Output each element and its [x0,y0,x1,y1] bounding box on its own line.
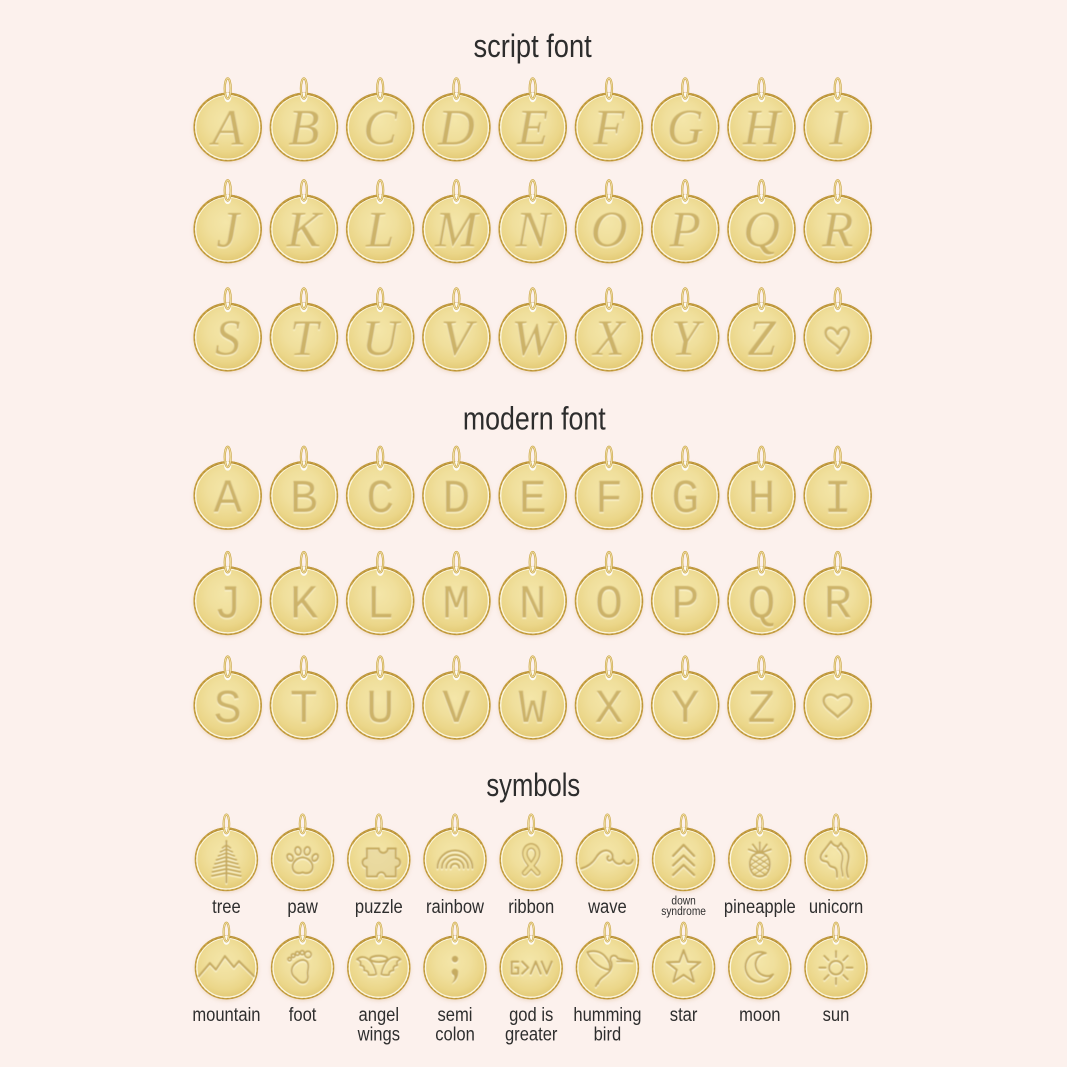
svg-text:angel: angel [359,1004,400,1026]
svg-text:W: W [519,684,548,737]
svg-text:L: L [365,203,394,259]
svg-text:X: X [591,311,626,367]
svg-text:moon: moon [739,1004,780,1026]
svg-text:Y: Y [671,311,704,367]
svg-text:Q: Q [747,579,775,632]
svg-text:V: V [441,311,478,367]
svg-text:E: E [516,101,548,157]
svg-text:V: V [442,684,470,737]
svg-text:syndrome: syndrome [661,905,706,918]
svg-text:E: E [519,474,547,527]
svg-text:B: B [288,101,319,157]
svg-text:humming: humming [573,1004,641,1026]
svg-text:P: P [671,579,699,632]
svg-text:A: A [214,474,243,527]
svg-text:god is: god is [509,1004,553,1026]
svg-text:H: H [747,474,775,527]
svg-text:mountain: mountain [192,1004,260,1026]
svg-text:O: O [595,579,623,632]
svg-text:O: O [591,203,628,259]
svg-text:K: K [290,579,319,632]
svg-text:ribbon: ribbon [508,896,554,918]
svg-text:W: W [511,311,558,367]
svg-text:M: M [434,203,480,259]
svg-text:Q: Q [743,203,780,259]
svg-text:C: C [363,101,398,157]
svg-text:S: S [215,311,241,367]
svg-text:wave: wave [587,896,627,918]
svg-text:C: C [366,474,394,527]
svg-text:M: M [442,579,470,632]
svg-text:puzzle: puzzle [355,896,403,918]
svg-text:Z: Z [747,684,775,737]
svg-text:F: F [595,474,623,527]
svg-text:colon: colon [435,1023,475,1045]
svg-text:H: H [742,101,783,157]
svg-text:sun: sun [823,1004,850,1026]
svg-text:down: down [671,895,695,908]
svg-text:unicorn: unicorn [809,896,863,918]
svg-text:wings: wings [357,1023,400,1045]
svg-text:G: G [671,474,699,527]
svg-text:paw: paw [287,896,318,918]
svg-text:A: A [209,101,244,157]
svg-text:Y: Y [671,684,699,737]
svg-text:X: X [595,684,623,737]
svg-text:U: U [362,311,402,367]
svg-text:S: S [214,684,242,737]
svg-text:F: F [592,101,625,157]
svg-text:R: R [824,579,852,632]
svg-text:R: R [821,203,853,259]
svg-text:T: T [290,311,322,367]
svg-text:U: U [366,684,394,737]
svg-text:N: N [515,203,553,259]
svg-text:rainbow: rainbow [426,896,485,918]
svg-text:T: T [290,684,318,737]
svg-text:P: P [669,203,701,259]
svg-text:K: K [286,203,324,259]
svg-text:Z: Z [747,311,776,367]
svg-text:B: B [290,474,318,527]
svg-text:N: N [519,579,547,632]
svg-text:foot: foot [289,1004,317,1026]
svg-text:modern font: modern font [463,401,606,437]
svg-text:star: star [670,1004,698,1026]
svg-text:D: D [442,474,470,527]
svg-text:greater: greater [505,1023,557,1045]
svg-text:J: J [216,203,241,259]
svg-text:symbols: symbols [486,768,580,803]
svg-text:I: I [824,474,852,527]
svg-text:bird: bird [594,1023,622,1045]
svg-text:L: L [366,579,394,632]
svg-text:J: J [214,579,242,632]
svg-text:G: G [667,101,704,157]
svg-text:semi: semi [438,1004,473,1026]
svg-text:tree: tree [212,896,241,918]
svg-text:I: I [828,101,848,157]
svg-text:script font: script font [473,29,592,65]
svg-text:pineapple: pineapple [724,896,796,918]
svg-text:D: D [437,101,475,157]
